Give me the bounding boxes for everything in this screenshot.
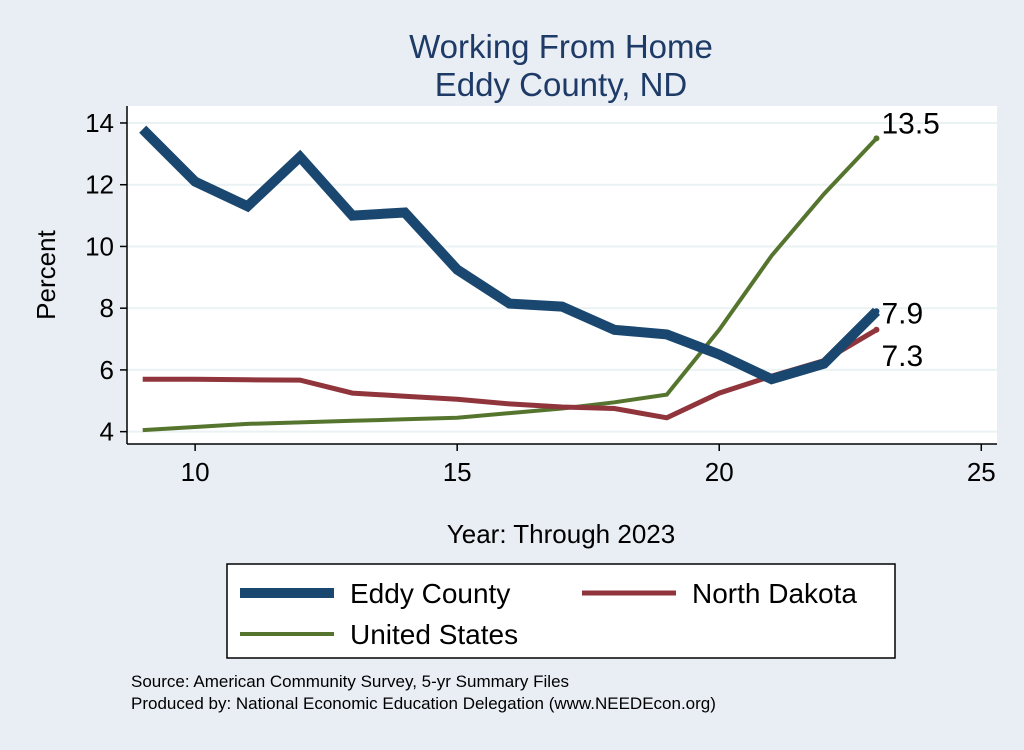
end-point-marker bbox=[873, 326, 880, 333]
end-point-marker bbox=[873, 308, 880, 315]
y-axis-label: Percent bbox=[31, 229, 61, 319]
end-value-label: 7.3 bbox=[881, 340, 923, 373]
series-line-north-dakota bbox=[142, 327, 878, 421]
x-tick-label: 10 bbox=[181, 457, 210, 487]
y-tick-label: 12 bbox=[85, 170, 114, 200]
end-labels: 7.9 7.3 13.5 bbox=[881, 107, 939, 372]
end-value-label: 13.5 bbox=[881, 107, 939, 140]
series-line-eddy-county bbox=[139, 125, 881, 385]
legend-box bbox=[226, 563, 896, 659]
producer-note: Produced by: National Economic Education… bbox=[131, 694, 716, 713]
source-note: Source: American Community Survey, 5-yr … bbox=[131, 672, 569, 691]
legend-label: Eddy County bbox=[350, 578, 510, 609]
legend-label: United States bbox=[350, 619, 518, 650]
legend-label: North Dakota bbox=[692, 578, 857, 609]
series-line-united-states bbox=[142, 137, 878, 433]
y-tick-label: 6 bbox=[100, 355, 114, 385]
x-tick-label: 15 bbox=[443, 457, 472, 487]
x-tick-label: 25 bbox=[967, 457, 996, 487]
y-tick-label: 10 bbox=[85, 231, 114, 261]
plot-area bbox=[127, 106, 997, 444]
series-lines bbox=[139, 125, 881, 433]
x-axis-label: Year: Through 2023 bbox=[447, 519, 675, 549]
end-value-label: 7.9 bbox=[881, 297, 923, 330]
y-tick-label: 8 bbox=[100, 293, 114, 323]
end-point-marker bbox=[873, 135, 880, 142]
axes: 4 6 8 10 12 14 10 15 20 25 bbox=[85, 106, 997, 487]
y-tick-label: 14 bbox=[85, 108, 114, 138]
y-tick-label: 4 bbox=[100, 417, 114, 447]
chart-subtitle: Eddy County, ND bbox=[435, 66, 688, 103]
x-tick-label: 20 bbox=[705, 457, 734, 487]
chart-title: Working From Home bbox=[409, 28, 713, 65]
legend: Eddy County North Dakota United States bbox=[240, 578, 857, 650]
